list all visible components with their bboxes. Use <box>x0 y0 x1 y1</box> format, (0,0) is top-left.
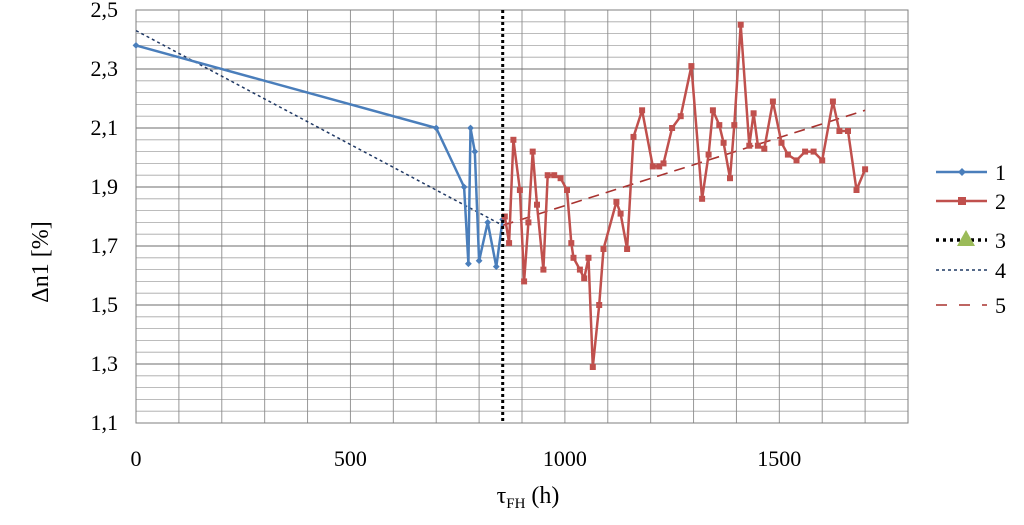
y-tick-label: 1,1 <box>91 410 119 435</box>
series-2-point <box>506 240 513 247</box>
series-2-point <box>540 266 547 273</box>
series-2-point <box>551 172 558 179</box>
legend: 1 2 3 4 5 <box>936 160 1006 318</box>
data-lines <box>132 10 869 423</box>
series-2-point <box>716 122 723 129</box>
series-2-point <box>510 136 517 143</box>
series-2-point <box>754 142 761 149</box>
series-2-point <box>534 201 540 208</box>
series-1-point <box>484 219 492 226</box>
series-2-point <box>564 187 570 193</box>
series-2-point <box>544 172 551 179</box>
series-2-point <box>810 148 817 155</box>
series-2-point <box>705 151 712 158</box>
series-2-point <box>585 254 592 261</box>
series-2-point <box>660 160 667 167</box>
series-1-point <box>132 42 140 49</box>
series-2-point <box>568 240 575 247</box>
legend-marker-1 <box>958 168 966 176</box>
x-tick-label: 0 <box>131 446 142 471</box>
series-1-point <box>467 124 474 132</box>
series-2-point <box>720 139 727 146</box>
series-2-point <box>649 163 656 170</box>
series-1-point <box>471 148 479 155</box>
legend-marker-2 <box>958 197 966 205</box>
series-2-point <box>793 157 800 164</box>
x-axis-label-unit: (h) <box>531 483 559 509</box>
series-2-point <box>699 195 706 202</box>
series-2-point <box>613 198 620 205</box>
series-1-point <box>432 124 440 132</box>
series-2-point <box>769 98 776 105</box>
series-2-point <box>624 246 631 252</box>
plot-frame <box>135 9 909 424</box>
series-2-point <box>529 148 536 155</box>
series-2-point <box>557 175 564 182</box>
series-2-point <box>737 21 744 28</box>
series-2-point <box>709 107 716 114</box>
series-1-line <box>135 44 504 268</box>
legend-marker-3 <box>957 230 975 246</box>
y-tick-label: 2,3 <box>91 56 119 81</box>
series-2-point <box>862 166 869 173</box>
series-2-point <box>727 175 733 182</box>
x-tick-label: 1500 <box>757 446 801 471</box>
legend-label-5: 5 <box>995 293 1006 318</box>
series-2-point <box>802 148 809 155</box>
x-tick-label: 1000 <box>543 446 587 471</box>
legend-label-2: 2 <box>995 189 1006 214</box>
y-tick-label: 2,5 <box>91 0 119 22</box>
series-2-point <box>525 219 532 226</box>
series-2-point <box>570 254 577 261</box>
series-2-point <box>516 187 523 193</box>
series-2-point <box>829 98 836 105</box>
x-axis-label-sub: FH <box>506 496 525 512</box>
series-2-point <box>576 266 583 273</box>
series-2-point <box>746 142 753 149</box>
series-2-point <box>778 139 785 146</box>
series-2-point <box>617 210 624 217</box>
series-2-point <box>656 163 663 170</box>
series-2-point <box>669 125 676 131</box>
y-tick-label: 2,1 <box>91 115 119 140</box>
series-2-point <box>688 63 695 70</box>
series-1-point <box>475 257 483 265</box>
series-2-point <box>630 133 637 140</box>
y-tick-label: 1,9 <box>91 174 119 199</box>
series-2-point <box>731 122 738 129</box>
series-1-point <box>492 263 500 271</box>
series-2-point <box>836 128 843 134</box>
series-1-point <box>460 183 468 191</box>
series-2-point <box>521 278 528 285</box>
series-2-point <box>784 151 791 158</box>
y-tick-label: 1,3 <box>91 351 119 376</box>
legend-label-1: 1 <box>995 160 1006 185</box>
y-axis-label: Δn1 [%] <box>28 221 54 302</box>
x-axis-label: τFH (h) <box>497 483 560 512</box>
legend-label-4: 4 <box>995 258 1006 283</box>
series-2-point <box>845 128 851 134</box>
series-2-point <box>581 275 588 282</box>
legend-label-3: 3 <box>995 228 1006 253</box>
series-2-point <box>589 364 596 370</box>
series-2-point <box>819 157 826 164</box>
series-2-point <box>600 246 607 252</box>
series-2-line <box>503 23 867 369</box>
series-2-point <box>596 302 603 308</box>
y-tick-label: 1,5 <box>91 292 119 317</box>
tick-labels: 1,1 1,3 1,5 1,7 1,9 2,1 2,3 2,5 0 500 1000 1500 <box>91 0 802 471</box>
series-2-point <box>750 110 757 117</box>
series-2-point <box>501 213 508 220</box>
series-2-point <box>761 145 768 152</box>
trend-line-5 <box>502 109 866 227</box>
series-1-point <box>464 260 472 268</box>
x-axis-label-main: τ <box>497 483 507 509</box>
x-tick-label: 500 <box>334 446 367 471</box>
y-tick-label: 1,7 <box>91 233 119 258</box>
series-2-point <box>639 107 646 114</box>
series-2-point <box>853 187 860 193</box>
series-2-point <box>677 113 684 120</box>
